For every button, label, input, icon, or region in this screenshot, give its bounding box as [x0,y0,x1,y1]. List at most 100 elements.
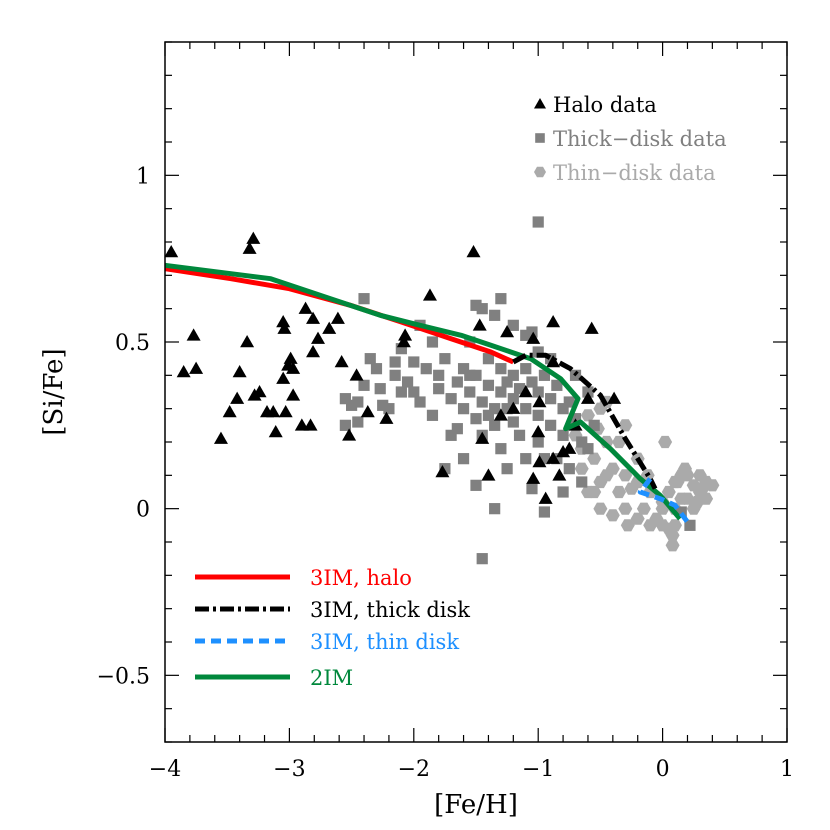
square-point [451,376,463,388]
triangle-point [546,315,561,328]
square-point [445,393,457,405]
square-point [408,386,420,398]
square-point [464,369,476,381]
square-point [520,329,532,341]
square-point [557,486,569,498]
triangle-point [398,328,413,341]
model-line [637,477,692,527]
scatter-marks [164,216,720,565]
square-point [489,403,501,415]
hexagon-point [665,539,680,552]
hexagon-point [649,512,664,525]
square-point [420,363,432,375]
triangle-point [232,365,247,378]
square-point [489,419,501,431]
triangle-point [475,431,490,444]
hexagon-point [618,469,633,482]
square-point [538,453,551,465]
triangle-point [546,451,561,464]
triangle-point [532,395,547,408]
square-point [395,386,407,398]
hexagon-point [620,519,635,532]
square-point [501,403,513,415]
hexagon-point [661,485,676,499]
square-point [464,386,476,398]
triangle-point [286,388,301,401]
hexagon-point [658,435,673,449]
hexagon-point [618,419,633,432]
triangle-point [330,311,345,324]
triangle-point [472,318,487,331]
triangle-point [556,445,571,458]
model-line [512,352,658,490]
legend-hexagon-icon [534,166,546,178]
triangle-point [277,321,292,334]
triangle-point [538,491,553,504]
square-point [470,479,482,491]
tick-labels: −4 −3 −2 −1 0 1 −0.5 0 0.5 1 [97,164,794,782]
triangle-point [306,345,321,358]
square-point [501,463,513,475]
plot-frame [164,41,788,743]
square-point [457,363,470,375]
square-point [395,343,407,355]
triangle-point [283,351,298,364]
square-point [495,293,507,305]
triangle-point [186,328,201,341]
triangle-point [506,401,521,414]
triangle-point [240,335,255,348]
square-point [513,383,526,395]
triangle-point [360,405,375,418]
triangle-point [580,391,595,404]
square-point [426,409,439,421]
square-point [482,353,495,365]
x-tick-label: −2 [398,757,430,782]
triangle-point [276,315,291,328]
line-marks [164,262,692,527]
x-tick-label: −3 [273,757,305,782]
square-point [576,436,588,448]
square-point [675,506,687,518]
triangle-point [342,428,357,441]
square-point [470,299,482,311]
square-point [532,409,544,421]
hexagon-point [692,469,707,482]
scatter-legend: Halo data Thick−disk data Thin−disk data [534,93,727,185]
hexagon-point [605,509,620,522]
square-point [426,336,439,348]
legend-label: 3IM, halo [310,566,412,590]
square-point [358,293,370,305]
triangle-point [164,245,179,258]
square-point [433,383,445,395]
triangle-point [584,321,599,334]
square-point [470,413,482,425]
triangle-point [266,405,281,418]
y-tick-label: 0.5 [115,331,150,356]
y-tick-label: 1 [136,164,150,189]
triangle-point [252,385,267,398]
triangle-point [493,408,508,421]
square-point [445,429,457,441]
triangle-point [303,418,318,431]
triangle-point [481,468,496,481]
square-point [464,336,476,348]
square-point [433,369,445,381]
triangle-point [526,471,541,484]
square-point [339,419,351,431]
y-tick-label: −0.5 [97,664,150,689]
triangle-point [466,245,481,258]
line-legend: 3IM, halo 3IM, thick disk 3IM, thin disk 2I… [195,566,470,690]
square-point [389,369,401,381]
triangle-point [334,355,349,368]
square-point [495,443,507,455]
square-point [457,453,470,465]
square-point [563,396,575,408]
square-point [370,363,383,375]
hexagon-point [665,529,680,542]
square-point [476,553,488,565]
triangle-point [435,465,450,478]
hexagon-point [690,495,705,509]
square-point [482,379,495,391]
hexagon-point [593,502,608,515]
